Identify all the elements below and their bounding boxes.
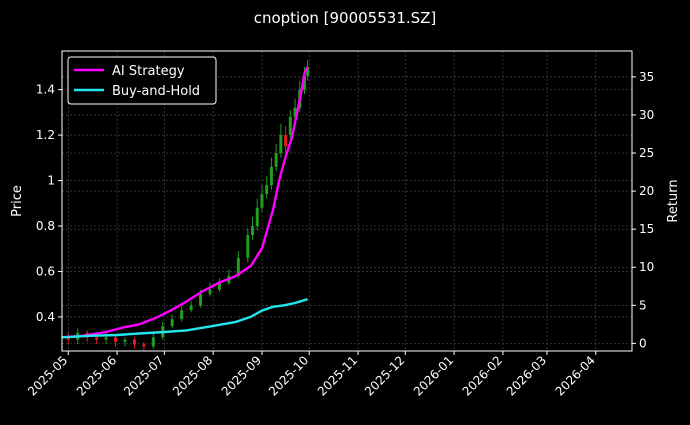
plot-frame bbox=[61, 50, 633, 352]
candle-body bbox=[236, 257, 240, 276]
candle-body bbox=[251, 226, 255, 236]
y-right-tick-label: 35 bbox=[639, 70, 654, 84]
candle-body bbox=[302, 76, 306, 90]
legend: AI Strategy Buy-and-Hold bbox=[67, 56, 217, 105]
y-right-tick-label: 0 bbox=[639, 336, 647, 350]
legend-box bbox=[67, 56, 217, 105]
y-left-tick-label: 1.4 bbox=[36, 83, 55, 97]
y-left-tick-label: 0.4 bbox=[36, 310, 55, 324]
candle-body bbox=[114, 337, 118, 342]
candle-body bbox=[279, 135, 283, 154]
candle-body bbox=[217, 282, 221, 290]
candle-body bbox=[284, 135, 288, 147]
candle-body bbox=[293, 107, 297, 117]
candle-body bbox=[255, 207, 259, 226]
candle-body bbox=[123, 339, 127, 342]
y-right-tick-label: 15 bbox=[639, 222, 654, 236]
candle-body bbox=[265, 185, 269, 195]
left-axis-label: Price bbox=[10, 185, 25, 217]
right-axis-label: Return bbox=[666, 179, 681, 222]
candle-body bbox=[142, 344, 146, 347]
candle-body bbox=[180, 310, 184, 320]
y-left-tick-label: 0.8 bbox=[36, 219, 55, 233]
candle-body bbox=[306, 66, 310, 76]
candle-body bbox=[189, 305, 193, 311]
candle-body bbox=[208, 289, 212, 295]
candle-body bbox=[170, 319, 174, 326]
y-right-tick-label: 20 bbox=[639, 184, 654, 198]
candle-body bbox=[246, 235, 250, 258]
y-right-tick-label: 30 bbox=[639, 108, 654, 122]
candle-body bbox=[66, 337, 70, 340]
candle-body bbox=[260, 194, 264, 208]
candle-body bbox=[151, 337, 155, 347]
y-right-tick-label: 10 bbox=[639, 260, 654, 274]
y-left-tick-label: 1.2 bbox=[36, 128, 55, 142]
y-left-tick-label: 1 bbox=[47, 174, 55, 188]
y-left-tick-label: 0.6 bbox=[36, 264, 55, 278]
y-right-tick-label: 25 bbox=[639, 146, 654, 160]
candle-body bbox=[95, 337, 99, 340]
candle-body bbox=[132, 339, 136, 345]
candle-body bbox=[274, 153, 278, 167]
buy-and-hold-line bbox=[61, 298, 308, 339]
y-right-tick-label: 5 bbox=[639, 298, 647, 312]
candle-body bbox=[199, 294, 203, 306]
legend-label-ai-strategy: AI Strategy bbox=[112, 64, 185, 79]
candle-body bbox=[288, 116, 292, 136]
chart-title: cnoption [90005531.SZ] bbox=[254, 9, 437, 27]
ai-strategy-line bbox=[61, 66, 309, 339]
candle-body bbox=[104, 337, 108, 340]
candle-body bbox=[269, 166, 273, 186]
legend-label-buy-and-hold: Buy-and-Hold bbox=[112, 84, 200, 99]
